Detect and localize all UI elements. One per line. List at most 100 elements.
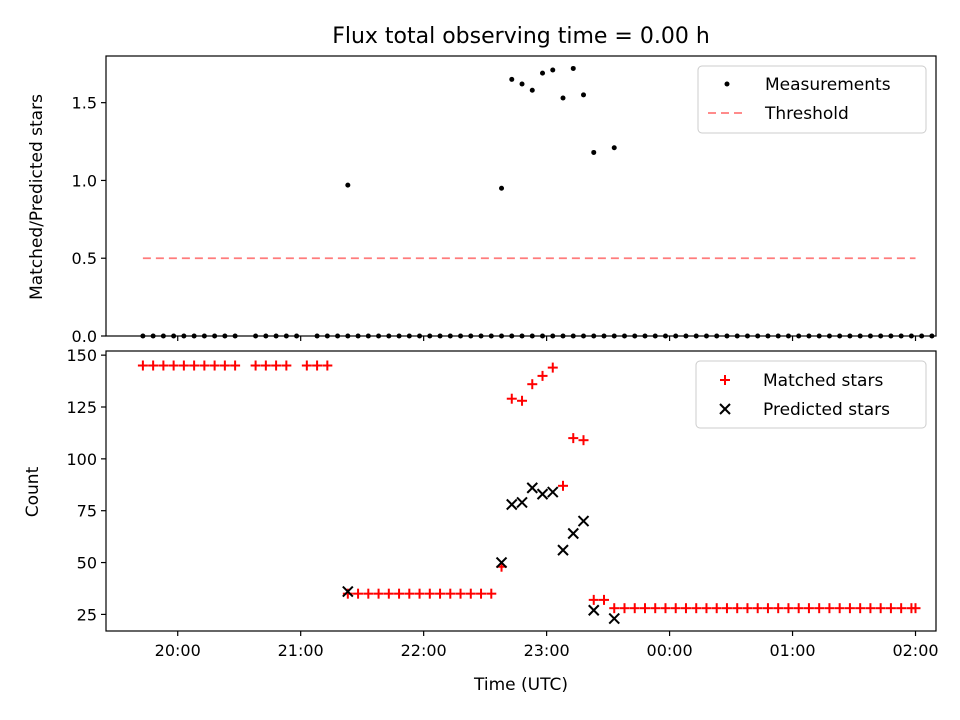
- measurement-point: [540, 70, 546, 76]
- measurement-point: [826, 333, 832, 339]
- predicted-star-point: [526, 482, 538, 494]
- measurement-point: [837, 333, 843, 339]
- top-measurement-points: [140, 65, 935, 339]
- matched-star-point: [250, 360, 261, 371]
- matched-star-point: [834, 603, 845, 614]
- matched-star-point: [465, 588, 476, 599]
- matched-star-point: [424, 588, 435, 599]
- matched-star-point: [301, 360, 312, 371]
- top-y-tick-label: 1.5: [72, 94, 97, 113]
- measurement-point: [898, 333, 904, 339]
- measurement-point: [570, 333, 576, 339]
- matched-star-point: [680, 603, 691, 614]
- matched-star-point: [732, 603, 743, 614]
- measurement-point: [529, 333, 535, 339]
- measurement-point: [335, 333, 341, 339]
- measurement-point: [529, 87, 535, 93]
- matched-star-point: [394, 588, 405, 599]
- matched-star-point: [910, 603, 921, 614]
- matched-star-point: [353, 588, 364, 599]
- measurement-point: [888, 333, 894, 339]
- matched-star-point: [568, 433, 579, 444]
- measurement-point: [345, 333, 351, 339]
- measurement-point: [755, 333, 761, 339]
- legend-matched-marker: [720, 375, 730, 385]
- measurement-point: [581, 333, 587, 339]
- measurement-point: [919, 333, 925, 339]
- bottom-y-tick-label: 50: [77, 554, 97, 573]
- measurement-point: [232, 333, 238, 339]
- matched-star-point: [650, 603, 661, 614]
- top-legend: Measurements Threshold: [697, 65, 927, 134]
- matched-star-point: [783, 603, 794, 614]
- matched-star-point: [383, 588, 394, 599]
- measurement-point: [816, 333, 822, 339]
- measurement-point: [212, 333, 218, 339]
- measurement-point: [642, 333, 648, 339]
- predicted-star-point: [547, 486, 559, 498]
- matched-star-point: [435, 588, 446, 599]
- matched-star-point: [527, 379, 538, 390]
- measurement-point: [499, 333, 505, 339]
- x-tick-label: 02:00: [892, 641, 938, 660]
- measurement-point: [314, 333, 320, 339]
- measurement-point: [488, 333, 494, 339]
- matched-star-point: [691, 603, 702, 614]
- measurement-point: [273, 333, 279, 339]
- measurement-point: [478, 333, 484, 339]
- measurement-point: [437, 333, 443, 339]
- matched-star-point: [660, 603, 671, 614]
- predicted-star-point: [588, 604, 600, 616]
- measurement-point: [458, 333, 464, 339]
- matched-star-point: [373, 588, 384, 599]
- measurement-point: [519, 81, 525, 87]
- measurement-point: [724, 333, 730, 339]
- x-tick-label: 21:00: [278, 641, 324, 660]
- measurement-point: [611, 145, 617, 151]
- matched-star-point: [814, 603, 825, 614]
- bottom-y-ticks: 25 50 75 100 125 150: [66, 346, 106, 624]
- legend-matched-label: Matched stars: [763, 371, 883, 391]
- matched-star-point: [322, 360, 333, 371]
- measurement-point: [191, 333, 197, 339]
- matched-star-point: [855, 603, 866, 614]
- matched-star-point: [844, 603, 855, 614]
- top-y-tick-label: 0.0: [72, 327, 97, 346]
- measurement-point: [427, 333, 433, 339]
- matched-star-point: [414, 588, 425, 599]
- measurement-point: [324, 333, 330, 339]
- matched-star-point: [260, 360, 271, 371]
- measurement-point: [150, 333, 156, 339]
- matched-star-point: [189, 360, 200, 371]
- matched-star-point: [639, 603, 650, 614]
- matched-star-point: [209, 360, 220, 371]
- measurement-point: [796, 333, 802, 339]
- matched-star-point: [363, 588, 374, 599]
- measurement-point: [662, 333, 668, 339]
- measurement-point: [447, 333, 453, 339]
- legend-measurements-label: Measurements: [765, 75, 891, 95]
- matched-star-point: [701, 603, 712, 614]
- legend-threshold-label: Threshold: [764, 104, 849, 124]
- measurement-point: [703, 333, 709, 339]
- matched-star-point: [752, 603, 763, 614]
- top-chart-title: Flux total observing time = 0.00 h: [332, 24, 710, 49]
- measurement-point: [591, 149, 597, 155]
- predicted-star-point: [342, 585, 354, 598]
- top-plot-area: 0.0 0.5 1.0 1.5 Matched/Predicted stars: [27, 55, 937, 346]
- matched-star-point: [547, 362, 558, 373]
- matched-star-point: [148, 360, 159, 371]
- matched-star-point: [455, 588, 466, 599]
- matched-star-point: [445, 588, 456, 599]
- matched-star-point: [178, 360, 189, 371]
- matched-star-point: [537, 370, 548, 381]
- x-tick-label: 22:00: [401, 641, 447, 660]
- measurement-point: [140, 333, 146, 339]
- measurement-point: [376, 333, 382, 339]
- predicted-star-points: [342, 482, 620, 625]
- matched-star-point: [896, 603, 907, 614]
- matched-star-point: [865, 603, 876, 614]
- measurement-point: [673, 333, 679, 339]
- matched-star-point: [199, 360, 210, 371]
